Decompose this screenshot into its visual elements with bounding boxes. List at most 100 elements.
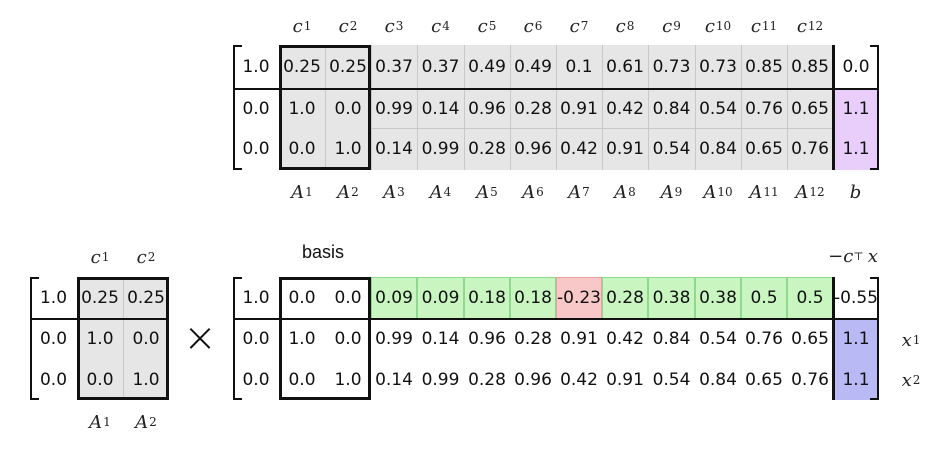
top-cell: 1.1 <box>842 139 870 159</box>
top-cell: 0.91 <box>560 98 598 119</box>
tableau-cell: 0.0 <box>288 369 316 390</box>
left-cell: 1.0 <box>132 369 160 390</box>
top-b-divider <box>832 45 835 170</box>
tableau-cell: 0.65 <box>791 329 829 349</box>
tableau-cell: 0.0 <box>242 369 270 390</box>
top-cell: 0.99 <box>421 139 460 159</box>
top-col-label-letter: c <box>704 15 715 37</box>
top-cell: 0.0 <box>842 57 870 77</box>
top-bottom-label: A 12 <box>787 180 833 204</box>
reduced-cost-positive-cell <box>510 277 556 319</box>
top-bottom-label-letter: A <box>614 181 628 203</box>
left-header-rule <box>31 318 168 320</box>
tableau-cell: 0.91 <box>606 369 644 390</box>
top-row-divider <box>371 128 833 129</box>
top-col-label-letter: c <box>292 15 303 37</box>
tableau-cell: 0.18 <box>468 288 506 308</box>
top-cell: 0.28 <box>468 139 506 159</box>
top-bottom-label-letter: A <box>660 181 674 203</box>
tableau-cell: 0.0 <box>288 288 316 308</box>
top-col-label-letter: c <box>615 15 626 37</box>
left-bottom-label-subscript: 2 <box>149 415 157 429</box>
left-col-divider <box>123 277 124 400</box>
tableau-cell: 0.96 <box>468 329 506 349</box>
top-col-label: c 11 <box>741 14 787 38</box>
top-col-label-letter: c <box>662 15 673 37</box>
top-cell: 0.0 <box>242 98 270 119</box>
left-cell: 0.25 <box>127 288 165 308</box>
top-bottom-label-subscript: 6 <box>536 185 544 199</box>
tableau-cell: 0.42 <box>606 329 644 349</box>
left-bottom-label-letter: A <box>135 411 149 433</box>
top-cell: 0.37 <box>375 57 413 77</box>
left-col-label-subscript: 2 <box>147 250 156 264</box>
top-right-bracket <box>870 45 879 170</box>
reduced-cost-positive-cell <box>695 277 741 319</box>
top-bottom-label-letter: A <box>795 181 809 203</box>
top-bottom-label-letter: A <box>749 181 763 203</box>
top-col-label-subscript: 4 <box>442 19 450 33</box>
top-col-label-letter: c <box>338 15 349 37</box>
top-bottom-label-subscript: 10 <box>717 185 733 199</box>
top-bottom-label: A 10 <box>695 180 741 204</box>
top-bottom-label-subscript: 1 <box>305 185 313 199</box>
top-cell: 0.91 <box>606 139 644 159</box>
top-cell: 0.76 <box>791 139 829 159</box>
tableau-cell: 0.18 <box>514 288 552 308</box>
top-col-label-letter: c <box>523 15 534 37</box>
top-col-divider <box>695 45 696 170</box>
tableau-cell: 0.14 <box>421 329 460 349</box>
top-header-rule <box>234 88 878 90</box>
top-col-label-letter: c <box>750 15 761 37</box>
row-variable-label-subscript: 2 <box>912 373 921 387</box>
left-bottom-label-letter: A <box>89 411 103 433</box>
top-cell: 0.96 <box>514 139 552 159</box>
top-bottom-label-letter: A <box>337 181 351 203</box>
top-bottom-label-letter: A <box>703 181 717 203</box>
top-cell: 0.73 <box>652 57 691 77</box>
top-col-label-letter: c <box>569 15 580 37</box>
objective-minus: − <box>828 245 844 267</box>
top-bottom-label-letter: A <box>383 181 397 203</box>
top-col-divider <box>741 45 742 170</box>
top-cell: 1.0 <box>242 57 270 77</box>
top-cell: 0.42 <box>606 98 644 119</box>
row-variable-label-letter: x <box>901 369 912 391</box>
top-bottom-label-letter: A <box>522 181 536 203</box>
left-basis-box <box>77 277 169 400</box>
top-cell: 0.49 <box>514 57 552 77</box>
tableau-cell: 0.99 <box>375 329 413 349</box>
reduced-cost-positive-cell <box>602 277 648 319</box>
row-variable-label-letter: x <box>901 329 912 351</box>
objective-transpose: ⊤ <box>853 249 864 263</box>
top-col-label: c 10 <box>695 14 741 38</box>
tableau-cell: 0.91 <box>560 329 598 349</box>
top-col-divider <box>602 45 603 170</box>
top-col-label-subscript: 5 <box>488 19 497 33</box>
top-cell: 0.73 <box>699 57 737 77</box>
tableau-cell: 0.28 <box>606 288 644 308</box>
objective-c: c <box>843 245 854 267</box>
left-cell: 1.0 <box>86 329 114 349</box>
reduced-cost-positive-cell <box>417 277 464 319</box>
top-col-label-subscript: 12 <box>807 19 824 33</box>
row-variable-label-subscript: 1 <box>912 333 921 347</box>
top-col-divider <box>787 45 788 170</box>
top-col-divider <box>464 45 465 170</box>
tableau-cell: 1.0 <box>334 369 362 390</box>
reduced-cost-positive-cell <box>787 277 833 319</box>
tableau-b-divider <box>832 277 835 400</box>
reduced-cost-positive-cell <box>741 277 787 319</box>
top-bottom-label: A 11 <box>741 180 787 204</box>
top-bottom-label-subscript: 4 <box>443 185 452 199</box>
